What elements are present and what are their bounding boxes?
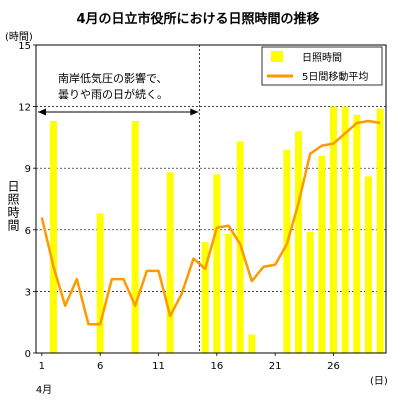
sunshine-bar: [295, 131, 302, 353]
legend-bar-label: 日照時間: [302, 52, 342, 64]
annotation-arrow-head-left: [38, 108, 46, 116]
y-tick-label: 15: [18, 41, 31, 52]
x-unit: (日): [370, 376, 388, 387]
x-tick-label: 6: [97, 361, 103, 372]
sunshine-bar: [353, 114, 361, 354]
sunshine-bar: [225, 233, 232, 353]
sunshine-bar: [283, 149, 291, 353]
sunshine-bar: [318, 155, 326, 353]
sunshine-bar: [131, 120, 139, 354]
x-tick-label: 1: [39, 361, 45, 372]
sunshine-bar: [306, 231, 314, 353]
x-tick-label: 21: [269, 361, 282, 372]
plot-area: [36, 45, 386, 354]
y-tick-label: 6: [25, 226, 31, 237]
sunshine-bar: [166, 172, 174, 353]
x-tick-label: 16: [210, 361, 223, 372]
x-tick-label: 11: [152, 361, 165, 372]
sunshine-bar: [341, 106, 349, 353]
plot-frame: [35, 44, 387, 354]
annotation-line-2: 曇りや雨の日が続く。: [58, 87, 168, 101]
annotation-arrow-head-right: [190, 108, 199, 116]
sunshine-bar: [201, 242, 209, 353]
moving-average-line: [40, 119, 381, 326]
annotation-line-1: 南岸低気圧の影響で、: [58, 71, 168, 85]
sunshine-bar: [365, 176, 372, 353]
annotation: 南岸低気圧の影響で、 曇りや雨の日が続く。: [38, 71, 199, 116]
sunshine-bar: [248, 334, 256, 353]
sunshine-bar: [50, 120, 57, 354]
y-axis-label: 日照時間: [6, 180, 20, 232]
x-tick-label: 26: [327, 361, 340, 372]
y-tick-label: 3: [25, 287, 31, 298]
y-unit: (時間): [5, 31, 33, 43]
y-tick-labels: 0 3 6 9 12 15: [18, 41, 36, 360]
annotation-arrow: [38, 108, 199, 116]
month-label: 4月: [36, 384, 52, 396]
x-tick-labels: 1 6 11 16 21 26: [39, 353, 340, 372]
y-tick-label: 12: [18, 103, 31, 114]
sunshine-bar: [330, 106, 337, 353]
y-tick-label: 9: [25, 164, 31, 175]
legend-bar-swatch: [271, 51, 283, 62]
legend: 日照時間 5日間移動平均: [261, 46, 383, 86]
legend-line-label: 5日間移動平均: [302, 70, 368, 83]
chart-title: 4月の日立市役所における日照時間の推移: [76, 11, 319, 27]
y-tick-label: 0: [25, 349, 31, 360]
sunshine-bar: [376, 108, 384, 353]
sunshine-bar: [213, 174, 221, 353]
sunshine-bar: [96, 213, 104, 353]
